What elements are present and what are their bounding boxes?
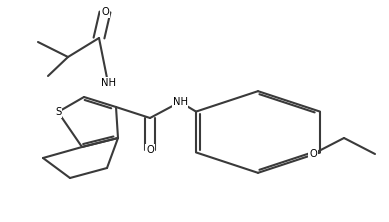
Text: NH: NH xyxy=(172,97,187,107)
Text: NH: NH xyxy=(100,78,116,88)
Text: O: O xyxy=(101,7,109,17)
Text: O: O xyxy=(309,149,317,159)
Text: S: S xyxy=(55,107,61,117)
Text: O: O xyxy=(146,145,154,155)
